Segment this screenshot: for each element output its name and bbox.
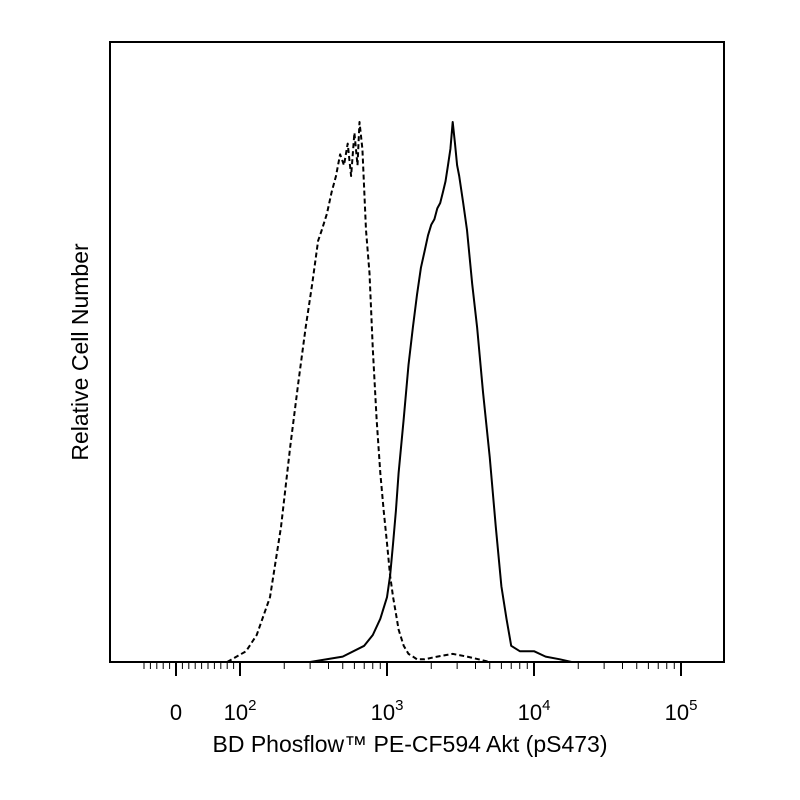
solid-histogram-line [309,121,572,663]
x-tick-label: 103 [371,697,404,725]
x-tick-exponent: 5 [689,697,697,714]
x-axis-major-ticks [175,662,682,676]
x-tick-label: 104 [518,697,551,725]
x-tick-label: 105 [665,697,698,725]
plot-frame [109,41,725,663]
x-tick-label: 0 [170,700,182,725]
x-axis-title: BD Phosflow™ PE-CF594 Akt (pS473) [213,731,608,757]
x-tick-label: 102 [224,697,257,725]
x-tick-exponent: 2 [248,697,256,714]
dashed-histogram-line [226,121,490,663]
x-axis-minor-ticks [143,662,675,669]
x-axis-tick-labels: 0 102 103 104 105 [170,697,698,725]
y-axis-title: Relative Cell Number [67,243,93,461]
x-tick-exponent: 4 [542,697,550,714]
x-tick-exponent: 3 [395,697,403,714]
histogram-series-group [226,121,572,663]
